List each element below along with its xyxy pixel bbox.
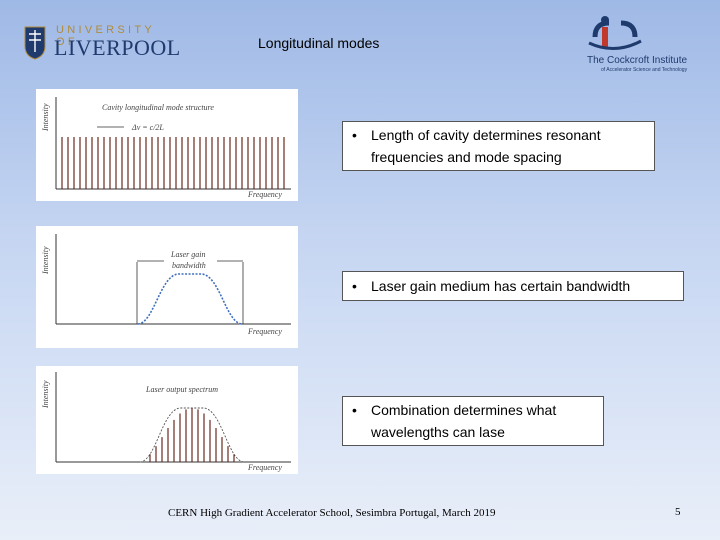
bullet-text-line1: Laser gain medium has certain bandwidth [371,278,631,294]
bullet-text-line2: wavelengths can lase [371,424,505,440]
university-logo-line1: UNIVERSITY OF [56,24,155,48]
bullet-box-combination: • Combination determines what wavelength… [342,396,604,446]
gain-curve [137,273,243,325]
y-axis-label: Intensity [41,103,50,132]
x-axis-label: Frequency [247,327,282,336]
footer-text: CERN High Gradient Accelerator School, S… [168,507,496,519]
x-axis-label: Frequency [247,190,282,199]
bullet-box-gain-bandwidth: • Laser gain medium has certain bandwidt… [342,271,684,301]
slide-title: Longitudinal modes [258,35,380,51]
bullet-marker: • [352,127,357,143]
institute-logo: The Cockcroft Institute of Accelerator S… [585,15,695,77]
output-spectrum-figure: Intensity Frequency Laser output spectru… [36,366,298,474]
bandwidth-caption-line1: Laser gain [170,250,205,259]
cavity-mode-figure: Intensity Frequency Cavity longitudinal … [36,89,298,201]
y-axis-label: Intensity [41,246,50,275]
bullet-text-line1: Length of cavity determines resonant [371,127,601,143]
institute-logo-subtitle: of Accelerator Science and Technology [601,67,688,73]
cavity-caption: Cavity longitudinal mode structure [102,103,214,112]
institute-logo-name: The Cockcroft Institute [587,55,688,66]
gain-bandwidth-plot: Intensity Frequency Laser gain bandwidth [41,234,291,336]
bullet-text-line2: frequencies and mode spacing [371,149,562,165]
bullet-marker: • [352,402,357,418]
bullet-marker: • [352,278,357,294]
cavity-mode-plot: Intensity Frequency Cavity longitudinal … [41,97,291,199]
output-caption: Laser output spectrum [145,385,218,394]
output-spectrum-plot: Intensity Frequency Laser output spectru… [41,372,291,472]
spacing-label: Δν = c/2L [131,123,164,132]
shield-icon [24,26,46,60]
bullet-text-line1: Combination determines what [371,402,557,418]
institute-emblem-icon [588,16,642,50]
x-axis-label: Frequency [247,463,282,472]
bandwidth-caption-line2: bandwidth [172,261,206,270]
university-logo: UNIVERSITY OF LIVERPOOL [24,24,180,64]
gain-bandwidth-figure: Intensity Frequency Laser gain bandwidth [36,226,298,348]
y-axis-label: Intensity [41,380,50,409]
bullet-box-cavity-length: • Length of cavity determines resonant f… [342,121,655,171]
university-logo-line2: LIVERPOOL [54,35,181,60]
page-number: 5 [675,506,681,518]
